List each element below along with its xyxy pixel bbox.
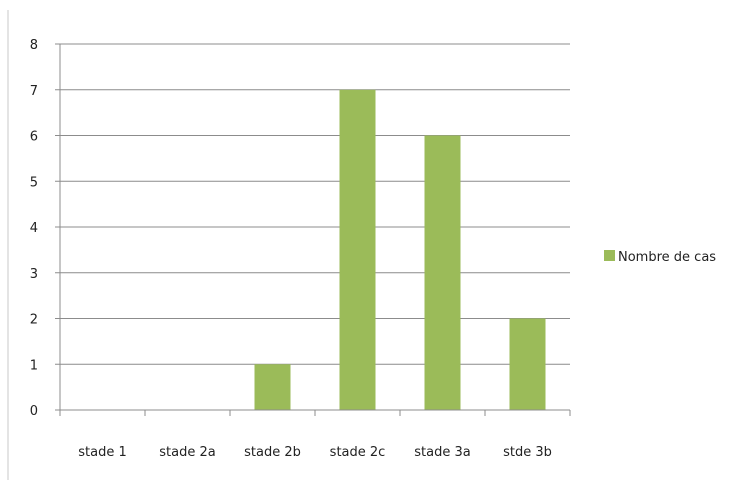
bar (339, 89, 376, 410)
x-category-label: stade 1 (78, 445, 127, 460)
bar (424, 135, 461, 410)
y-tick-label: 6 (30, 130, 38, 145)
bar (509, 318, 546, 410)
y-tick-label: 4 (30, 221, 38, 236)
bars (254, 89, 546, 410)
y-tick-label: 3 (30, 267, 38, 282)
y-tick-label: 7 (30, 84, 38, 99)
x-category-label: stade 3a (414, 445, 470, 460)
y-tick-label: 1 (30, 358, 38, 373)
y-tick-label: 8 (30, 38, 38, 53)
x-axis: stade 1 stade 2a stade 2b stade 2c stade 3a s… (59, 409, 571, 460)
bar (254, 364, 291, 410)
y-tick-label: 2 (30, 313, 38, 328)
y-tick-label: 0 (30, 404, 38, 419)
x-category-label: stde 3b (503, 445, 552, 460)
x-category-label: stade 2c (330, 445, 386, 460)
y-tick-label: 5 (30, 175, 38, 190)
x-category-label: stade 2b (244, 445, 301, 460)
legend: Nombre de cas (604, 250, 716, 265)
x-category-label: stade 2a (159, 445, 215, 460)
legend-label: Nombre de cas (618, 250, 716, 265)
gridlines (60, 43, 570, 365)
y-axis: 0 1 2 3 4 5 6 7 8 (30, 38, 61, 419)
legend-swatch (604, 250, 615, 261)
